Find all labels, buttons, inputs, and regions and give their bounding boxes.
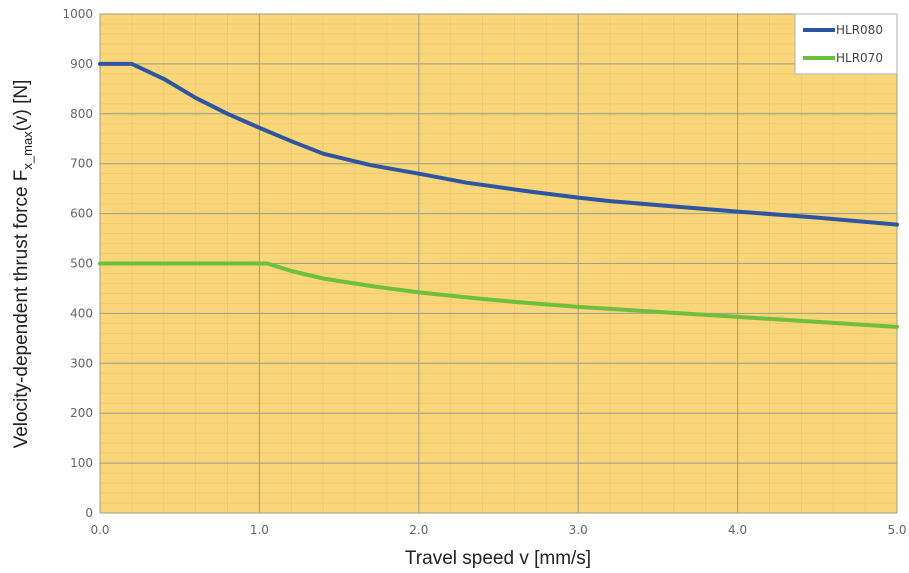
y-tick-label: 600 [70, 207, 93, 221]
legend: HLR080 HLR070 [794, 13, 898, 75]
major-grid [99, 13, 898, 514]
y-axis-title-subscript: x_max [20, 131, 35, 170]
x-tick-label: 1.0 [250, 523, 269, 537]
legend-label-hlr080: HLR080 [836, 23, 883, 37]
y-tick-label: 200 [70, 406, 93, 420]
x-tick-label: 0.0 [90, 523, 109, 537]
y-axis-title: Velocity-dependent thrust force Fx_max(v… [11, 80, 35, 449]
x-tick-label: 2.0 [409, 523, 428, 537]
y-axis-ticks: 0 100 200 300 400 500 600 700 800 900 1000 [62, 7, 93, 520]
y-tick-label: 800 [70, 107, 93, 121]
y-tick-label: 700 [70, 157, 93, 171]
series-line-hlr080 [98, 61, 899, 227]
y-axis-title-main: Velocity-dependent thrust force F [11, 170, 32, 449]
y-tick-label: 0 [85, 506, 93, 520]
x-tick-label: 3.0 [569, 523, 588, 537]
x-axis-title: Travel speed v [mm/s] [405, 548, 591, 569]
x-tick-label: 5.0 [887, 523, 906, 537]
x-axis-ticks: 0.0 1.0 2.0 3.0 4.0 5.0 [90, 523, 906, 537]
y-tick-label: 1000 [62, 7, 93, 21]
y-tick-label: 900 [70, 57, 93, 71]
y-tick-label: 100 [70, 456, 93, 470]
y-tick-label: 500 [70, 257, 93, 271]
legend-label-hlr070: HLR070 [836, 51, 883, 65]
series-lines [98, 61, 899, 329]
legend-box [794, 13, 898, 75]
y-tick-label: 400 [70, 306, 93, 320]
series-line-hlr070 [98, 261, 899, 329]
x-tick-label: 4.0 [728, 523, 747, 537]
y-axis-title-suffix: (v) [N] [11, 80, 32, 132]
y-tick-label: 300 [70, 356, 93, 370]
